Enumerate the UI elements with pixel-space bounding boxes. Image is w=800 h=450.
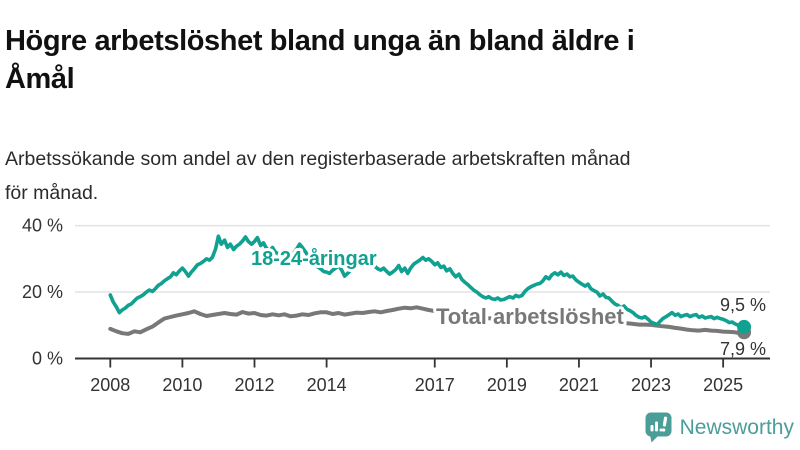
series-label-total: Total arbetslöshet [436,304,625,329]
newsworthy-wordmark: Newsworthy [679,415,794,439]
subtitle-line-2: för månad. [5,181,99,204]
x-axis-tick-label: 2021 [559,375,599,395]
y-axis-tick-label: 20 % [22,282,63,302]
title-line-1: Högre arbetslöshet bland unga än bland ä… [5,25,635,58]
end-value-label-youth: 9,5 % [720,295,766,315]
x-axis-tick-label: 2014 [307,375,347,395]
line-chart: 0 % 20 % 40 % 2008 2010 2012 2014 2017 2019 2021 2… [22,216,770,395]
newsworthy-logo: Newsworthy [645,412,794,443]
y-axis-tick-label: 40 % [22,216,63,236]
x-axis-tick-label: 2017 [415,375,455,395]
series-line-youth [108,234,746,329]
chart-subtitle: Arbetssökande som andel av den registerb… [5,142,630,210]
x-axis-tick-label: 2019 [487,375,527,395]
series-label-youth: 18-24-åringar [251,247,377,270]
y-axis-tick-label: 0 % [32,349,63,369]
x-axis-tick-label: 2012 [234,375,274,395]
x-axis-tick-label: 2010 [162,375,202,395]
subtitle-line-1: Arbetssökande som andel av den registerb… [5,147,631,170]
end-dot-youth [737,319,752,334]
x-axis-tick-label: 2008 [90,375,130,395]
title-line-2: Åmål [5,63,75,96]
bar-chart-speech-bubble-icon [645,412,672,443]
page-title: Högre arbetslöshet bland unga än bland ä… [5,22,635,98]
x-axis-tick-label: 2023 [631,375,671,395]
end-value-label-total: 7,9 % [720,339,766,359]
x-axis-tick-label: 2025 [703,375,743,395]
